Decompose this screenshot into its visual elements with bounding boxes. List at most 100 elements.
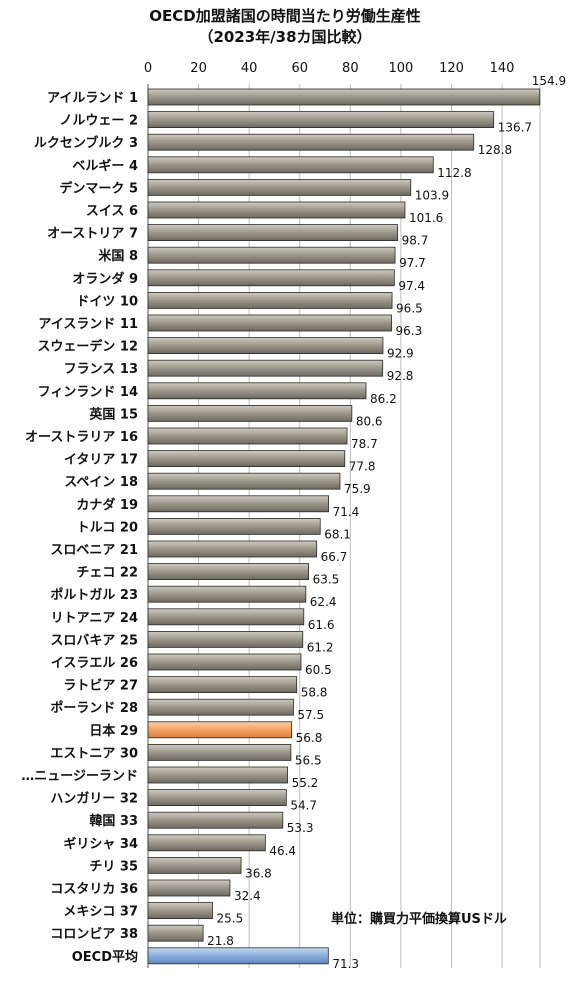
x-tick-label: 120 [439, 61, 464, 76]
value-label: 36.8 [245, 866, 272, 880]
category-label: ルクセンブルク 3 [34, 135, 138, 151]
value-label: 61.2 [307, 640, 334, 654]
value-label: 78.7 [351, 437, 378, 451]
value-label: 92.8 [387, 369, 414, 383]
value-label: 25.5 [216, 912, 243, 926]
value-label: 53.3 [287, 821, 314, 835]
value-label: 57.5 [297, 708, 324, 722]
bar [147, 631, 304, 648]
value-label: 98.7 [402, 234, 429, 248]
x-tick-label: 140 [490, 61, 515, 76]
category-label: チェコ 22 [76, 566, 138, 581]
bar [147, 201, 406, 219]
category-label: ノルウェー 2 [59, 114, 138, 129]
value-label: 56.8 [296, 731, 323, 745]
value-label: 101.6 [409, 211, 443, 225]
bar [147, 246, 396, 264]
category-label: デンマーク 5 [59, 180, 138, 196]
category-label: オーストラリア 16 [25, 430, 138, 445]
x-tick-label: 100 [388, 61, 413, 76]
value-label: 96.5 [396, 301, 423, 315]
category-label: スウェーデン 12 [37, 339, 138, 355]
value-label: 46.4 [269, 844, 296, 858]
category-label: カナダ 19 [76, 497, 138, 513]
bar [147, 88, 541, 106]
x-tick-label: 0 [144, 61, 152, 76]
value-label: 71.3 [332, 957, 359, 971]
bar [147, 224, 399, 242]
value-label: 61.6 [308, 618, 335, 632]
x-tick-label: 20 [190, 61, 207, 76]
bar [147, 744, 292, 761]
category-label: アイスランド 11 [38, 317, 138, 332]
bar [147, 382, 367, 400]
category-label: エストニア 30 [50, 746, 138, 761]
chart-title: OECD加盟諸国の時間当たり労働生産性 [149, 7, 421, 25]
category-label: ギリシャ 34 [63, 836, 138, 852]
value-label: 96.3 [396, 324, 423, 338]
bar [147, 291, 393, 309]
bar [147, 789, 287, 806]
value-label: 66.7 [321, 550, 348, 564]
bar [147, 450, 346, 468]
bar [147, 427, 348, 445]
category-label: オランダ 9 [72, 271, 138, 287]
value-label: 103.9 [415, 188, 449, 202]
unit-note: 単位：購買力平価換算USドル [331, 912, 507, 927]
category-label: スペイン 18 [64, 475, 138, 490]
category-label: スロベニア 21 [50, 543, 138, 558]
value-label: 136.7 [498, 121, 532, 135]
bar [147, 676, 298, 693]
category-label: トルコ 20 [77, 520, 138, 535]
bar [147, 518, 321, 535]
bar [147, 653, 302, 671]
bar [147, 834, 266, 852]
value-label: 54.7 [290, 799, 317, 813]
bar [147, 472, 341, 490]
value-label: 63.5 [313, 573, 340, 587]
category-label: 英国 15 [88, 406, 138, 422]
bar [147, 766, 289, 784]
value-label: 68.1 [324, 527, 351, 541]
value-label: 55.2 [292, 776, 319, 790]
value-label: 128.8 [478, 143, 512, 157]
value-label: 97.4 [398, 279, 425, 293]
category-label: ポーランド 28 [50, 700, 138, 716]
value-label: 58.8 [301, 686, 328, 700]
bar [147, 721, 293, 739]
bar [147, 540, 318, 558]
bar [147, 608, 305, 626]
category-label: イタリア 17 [64, 453, 138, 468]
category-label: OECD平均 [72, 949, 138, 965]
value-label: 71.4 [333, 505, 360, 519]
category-label: ハンガリー 32 [50, 792, 138, 807]
value-label: 75.9 [344, 482, 371, 496]
category-label: フィンランド 14 [38, 385, 138, 400]
bar [147, 269, 395, 287]
value-label: 56.5 [295, 753, 322, 767]
value-label: 32.4 [234, 889, 261, 903]
bar [147, 337, 384, 355]
value-label: 80.6 [356, 414, 383, 428]
value-label: 62.4 [310, 595, 337, 609]
bar [147, 563, 309, 580]
bar [147, 156, 434, 174]
category-label: ベルギー 4 [72, 158, 138, 174]
x-tick-label: 80 [342, 61, 359, 76]
category-label: コスタリカ 36 [50, 882, 138, 897]
bar [147, 404, 353, 422]
x-tick-label: 40 [241, 61, 258, 76]
value-labels: 154.9 136.7 128.8 112.8 103.9 101.6 98.7 97.7 97… [207, 74, 566, 971]
bar [147, 314, 392, 332]
value-label: 92.9 [387, 347, 414, 361]
category-labels: アイルランド 1 ノルウェー 2 ルクセンブルク 3 ベルギー 4 デンマーク 5 スイス… [21, 91, 138, 965]
value-label: 86.2 [370, 392, 397, 406]
x-tick-label: 60 [291, 61, 308, 76]
category-label: コロンビア 38 [50, 926, 138, 942]
x-axis-ticks: 0 20 40 60 80 100 120 140 [144, 61, 515, 76]
category-label: ポルトガル 23 [50, 587, 138, 603]
category-label: 韓国 33 [89, 813, 138, 829]
bar [147, 359, 384, 377]
bar [147, 495, 329, 513]
chart-subtitle: （2023年/38カ国比較） [198, 28, 372, 46]
